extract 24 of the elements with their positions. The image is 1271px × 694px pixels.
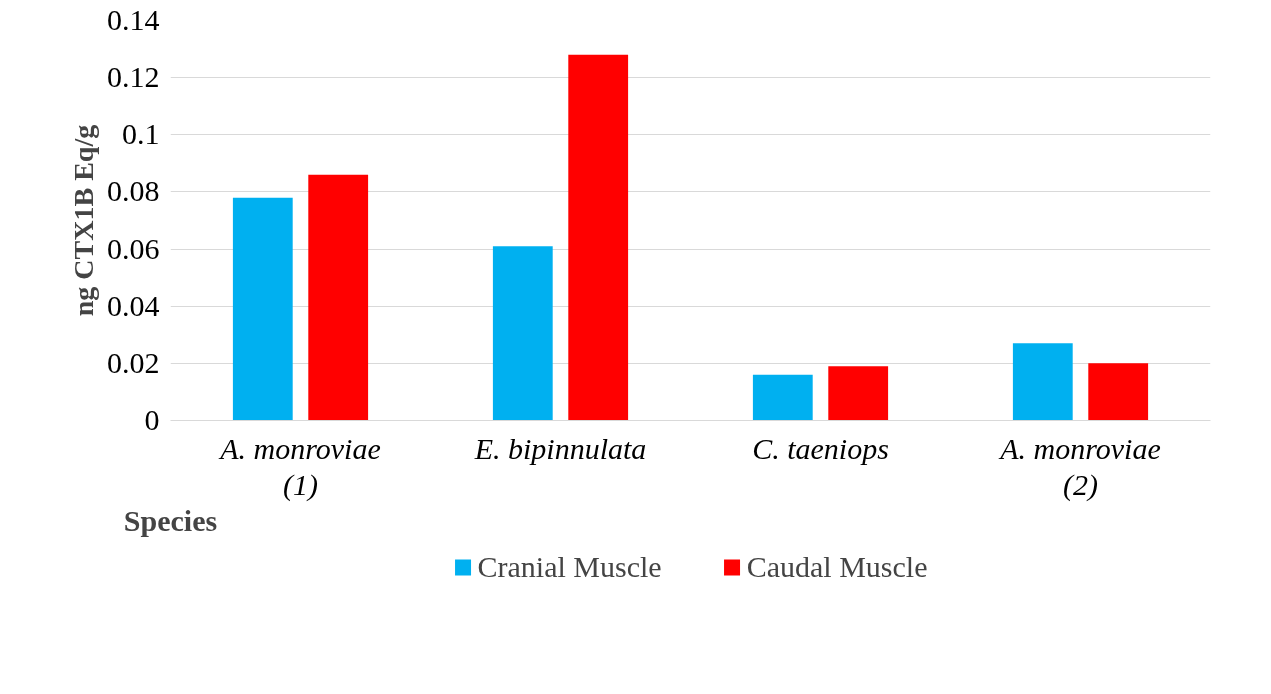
legend-label: Cranial Muscle xyxy=(477,549,662,584)
y-tick-label: 0.04 xyxy=(107,288,160,322)
y-tick-label: 0.14 xyxy=(107,3,160,36)
bar xyxy=(828,366,889,421)
x-axis-title: Species xyxy=(123,503,218,537)
bar xyxy=(752,374,813,421)
bar xyxy=(232,197,293,421)
y-tick-label: 0.12 xyxy=(107,60,160,94)
x-tick-label: C. taeniops xyxy=(752,431,889,465)
bar xyxy=(568,54,629,421)
bar xyxy=(308,174,369,421)
x-tick-label: E. bipinnulata xyxy=(473,431,647,465)
x-tick-label: A. monroviae (1) xyxy=(218,431,381,502)
y-tick-label: 0.1 xyxy=(122,117,160,151)
bar xyxy=(1012,343,1073,421)
y-tick-label: 0.08 xyxy=(107,174,160,208)
bar xyxy=(492,246,553,421)
bar xyxy=(1088,363,1149,421)
legend-label: Caudal Muscle xyxy=(746,549,928,584)
y-tick-label: 0 xyxy=(144,403,160,436)
x-tick-label: A. monroviae (2) xyxy=(998,431,1161,502)
y-axis-title: ng CTX1B Eq/g xyxy=(68,124,99,317)
y-tick-label: 0.02 xyxy=(107,345,160,379)
y-tick-label: 0.06 xyxy=(107,231,160,265)
